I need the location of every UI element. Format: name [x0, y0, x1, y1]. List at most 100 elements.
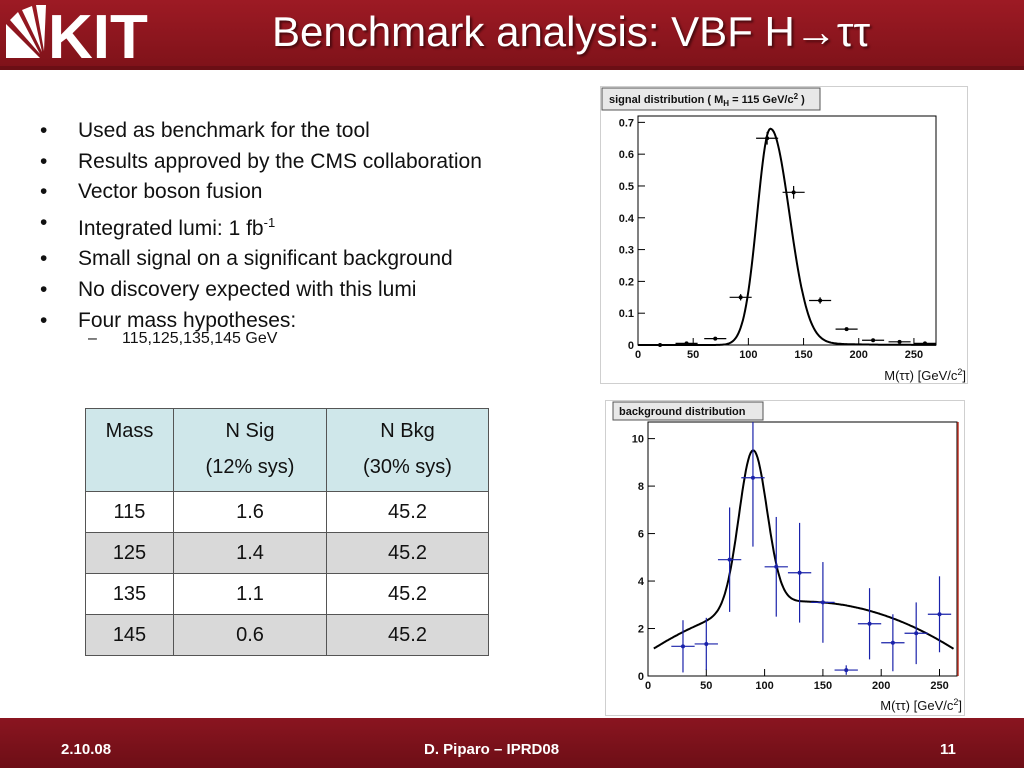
data-point	[867, 621, 872, 626]
x-tick-label: 0	[635, 349, 641, 361]
table-header-row: Mass N Sig (12% sys) N Bkg (30% sys)	[85, 408, 489, 492]
x-tick-label: 50	[687, 349, 699, 361]
data-point	[738, 295, 743, 300]
plot-axes-frame	[647, 421, 958, 677]
sub-bullet-marker: –	[88, 330, 97, 347]
y-tick-label: 0.7	[619, 117, 634, 129]
header-stripe	[0, 66, 1024, 70]
table-cell: 1.1	[173, 573, 327, 615]
bullet-marker: •	[40, 149, 48, 173]
plot-title: signal distribution ( MH = 115 GeV/c2 )	[609, 92, 805, 108]
slide-header: KIT Benchmark analysis: VBF H→ττ	[0, 0, 1024, 70]
data-point	[890, 640, 895, 645]
data-point	[704, 641, 709, 646]
plot-frame	[605, 400, 965, 716]
signal-plot: signal distribution ( MH = 115 GeV/c2 ) …	[600, 86, 968, 384]
bullet-item: • Vector boson fusion	[38, 177, 598, 208]
data-point	[871, 338, 876, 343]
table-cell: 115	[85, 491, 174, 533]
y-tick-label: 0.6	[619, 149, 634, 161]
plot-axes-frame	[637, 115, 937, 346]
table-cell: 1.4	[173, 532, 327, 574]
x-tick-label: 0	[645, 680, 651, 692]
bullet-marker: •	[40, 210, 48, 234]
bullet-item: • Results approved by the CMS collaborati…	[38, 147, 598, 178]
x-tick-label: 150	[794, 349, 812, 361]
bullet-item: • Used as benchmark for the tool	[38, 116, 598, 147]
data-point	[680, 644, 685, 649]
data-point	[774, 564, 779, 569]
data-point	[684, 341, 689, 346]
data-point	[750, 475, 755, 480]
plot-title-box	[601, 87, 821, 111]
y-tick-label: 0	[638, 671, 644, 683]
plot-xlabel: M(ττ) [GeV/c2]	[880, 697, 962, 713]
footer-page-number: 11	[940, 741, 956, 758]
plot-title: background distribution	[619, 406, 746, 418]
x-tick-label: 200	[872, 680, 890, 692]
bullet-item: • Four mass hypotheses:	[38, 306, 598, 337]
y-tick-label: 2	[638, 624, 644, 636]
lumi-exponent: -1	[263, 214, 276, 230]
data-point	[658, 343, 663, 347]
y-tick-label: 0	[628, 340, 634, 352]
y-tick-label: 10	[632, 434, 644, 446]
svg-text:KIT: KIT	[48, 3, 148, 66]
plot-frame	[600, 86, 968, 384]
y-tick-label: 8	[638, 481, 644, 493]
x-tick-label: 50	[700, 680, 712, 692]
table-cell: 135	[85, 573, 174, 615]
bullet-marker: •	[40, 277, 48, 301]
y-tick-label: 0.2	[619, 276, 634, 288]
table-row: 135 1.1 45.2	[85, 573, 489, 615]
y-tick-label: 6	[638, 529, 644, 541]
x-tick-label: 250	[905, 349, 923, 361]
x-tick-label: 100	[755, 680, 773, 692]
slide-title: Benchmark analysis: VBF H→ττ	[272, 8, 871, 55]
table-cell: 1.6	[173, 491, 327, 533]
bullet-item: • Small signal on a significant backgroun…	[38, 244, 598, 275]
table-row: 145 0.6 45.2	[85, 614, 489, 656]
bullet-marker: •	[40, 308, 48, 332]
header-mass: Mass	[85, 408, 174, 492]
data-point	[897, 339, 902, 344]
table-cell: 45.2	[326, 491, 489, 533]
x-tick-label: 250	[930, 680, 948, 692]
bullet-marker: •	[40, 180, 48, 204]
kit-logo-icon: KIT	[6, 3, 148, 66]
x-tick-label: 100	[739, 349, 757, 361]
header-n-sig: N Sig (12% sys)	[173, 408, 327, 492]
slide-footer: 2.10.08 D. Piparo – IPRD08 11	[0, 718, 1024, 768]
bullet-item: • No discovery expected with this lumi	[38, 275, 598, 306]
data-point	[713, 336, 718, 341]
x-tick-label: 200	[850, 349, 868, 361]
data-point	[820, 600, 825, 605]
footer-date: 2.10.08	[61, 741, 112, 758]
data-point	[922, 341, 927, 346]
data-point	[791, 190, 796, 195]
background-plot: background distribution M(ττ) [GeV/c2] 0…	[605, 400, 965, 716]
data-point	[818, 298, 823, 303]
bullet-list: • Used as benchmark for the tool • Results…	[38, 116, 598, 336]
mass-table: Mass N Sig (12% sys) N Bkg (30% sys) 115 1…	[85, 408, 489, 656]
y-tick-label: 0.1	[619, 308, 634, 320]
data-point	[765, 136, 770, 141]
data-point	[727, 557, 732, 562]
plot-title-box	[612, 401, 764, 421]
data-point	[844, 668, 849, 673]
x-tick-label: 150	[814, 680, 832, 692]
table-cell: 0.6	[173, 614, 327, 656]
data-point	[937, 612, 942, 617]
table-cell: 45.2	[326, 532, 489, 574]
table-cell: 125	[85, 532, 174, 574]
y-tick-label: 0.4	[619, 213, 635, 225]
table-row: 115 1.6 45.2	[85, 491, 489, 533]
data-point	[844, 327, 849, 332]
data-point	[914, 631, 919, 636]
table-cell: 145	[85, 614, 174, 656]
plot-xlabel: M(ττ) [GeV/c2]	[884, 367, 966, 383]
y-tick-label: 0.3	[619, 245, 634, 257]
fit-curve	[653, 449, 955, 650]
table-row: 125 1.4 45.2	[85, 532, 489, 574]
y-tick-label: 0.5	[619, 181, 634, 193]
